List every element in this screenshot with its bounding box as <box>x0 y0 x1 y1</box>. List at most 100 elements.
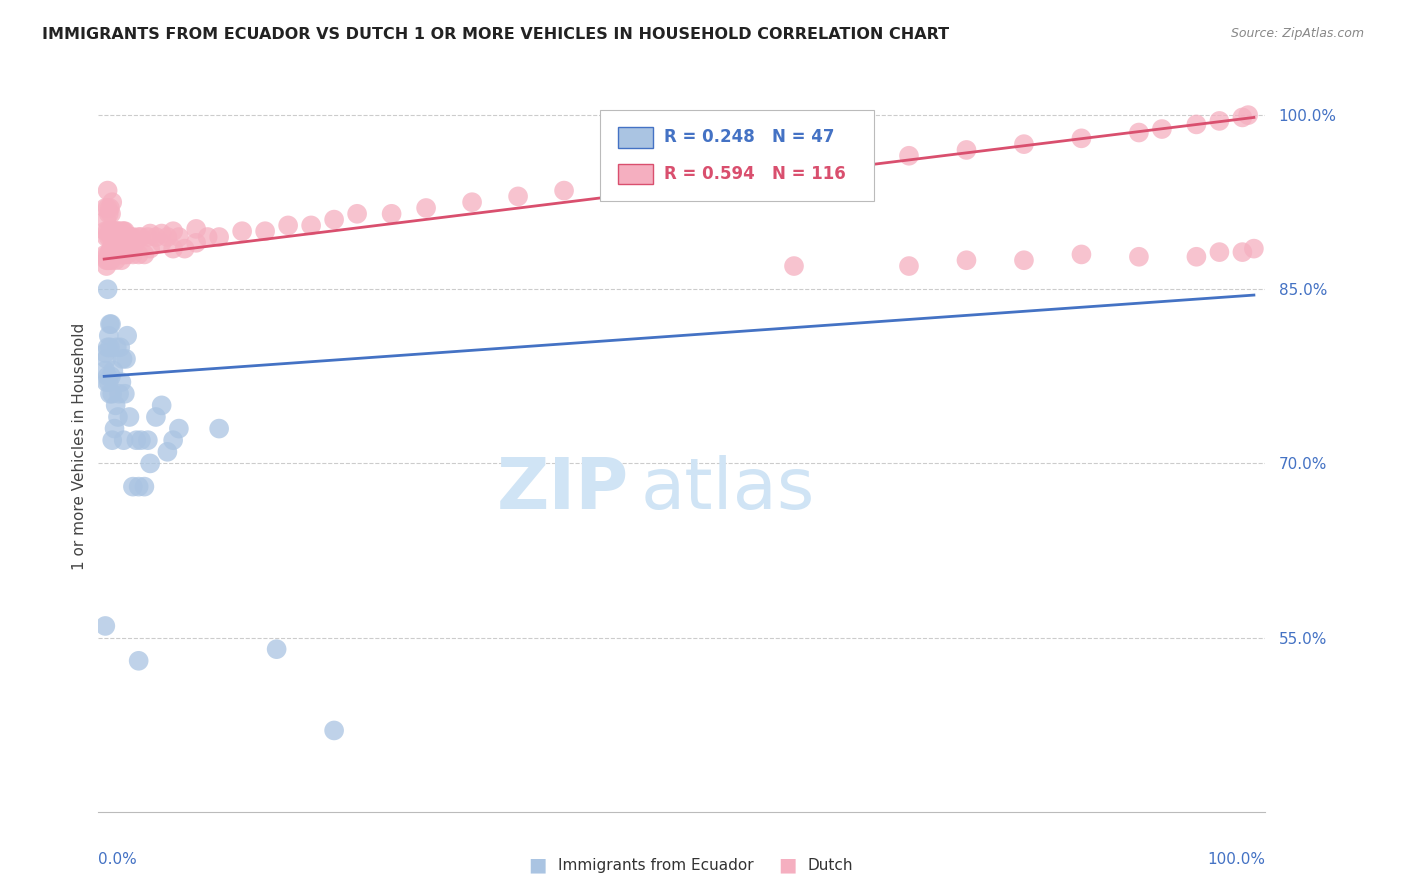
Point <box>110 375 132 389</box>
Point <box>94 619 117 633</box>
Point <box>129 433 152 447</box>
Point <box>97 230 120 244</box>
Point <box>110 253 132 268</box>
Point <box>1208 114 1230 128</box>
Point <box>104 398 127 412</box>
Point <box>115 234 138 248</box>
Point <box>167 230 190 244</box>
Point <box>156 230 179 244</box>
Point <box>110 242 132 256</box>
Point <box>97 253 120 268</box>
Point <box>783 259 806 273</box>
Point <box>97 253 120 268</box>
Point <box>94 247 117 261</box>
Point <box>115 351 138 366</box>
Point <box>103 224 125 238</box>
Point <box>898 149 921 163</box>
Point <box>97 340 120 354</box>
Point <box>100 253 122 268</box>
Point <box>101 386 124 401</box>
Point <box>139 242 162 256</box>
Point <box>266 642 288 657</box>
Point <box>955 253 977 268</box>
Point <box>96 351 118 366</box>
Text: ■: ■ <box>778 855 797 875</box>
Point <box>97 375 120 389</box>
Point <box>104 238 127 252</box>
Point <box>1185 250 1208 264</box>
Point <box>103 247 125 261</box>
Point <box>1128 250 1150 264</box>
Point <box>117 235 139 250</box>
Point <box>110 230 132 244</box>
Point <box>150 227 173 241</box>
Text: ZIP: ZIP <box>498 456 630 524</box>
Point <box>96 230 118 244</box>
Point <box>208 421 231 435</box>
Point <box>506 189 529 203</box>
Point <box>173 242 195 256</box>
Point <box>111 224 134 238</box>
Point <box>101 247 124 261</box>
Point <box>108 386 131 401</box>
Point <box>94 201 117 215</box>
Point <box>101 195 124 210</box>
Point <box>98 245 121 260</box>
Point <box>100 317 122 331</box>
Point <box>115 328 138 343</box>
Point <box>122 230 145 244</box>
Point <box>122 247 145 261</box>
Point <box>100 230 122 244</box>
Point <box>107 235 129 250</box>
Point <box>105 224 128 238</box>
Point <box>107 247 129 261</box>
Point <box>277 219 299 233</box>
Point <box>1070 247 1092 261</box>
Bar <box>617 163 652 184</box>
Point <box>98 201 121 215</box>
Point <box>104 253 127 268</box>
Y-axis label: 1 or more Vehicles in Household: 1 or more Vehicles in Household <box>72 322 87 570</box>
Point <box>98 340 121 354</box>
Point <box>150 398 173 412</box>
Point <box>415 201 437 215</box>
Point <box>118 409 141 424</box>
Point <box>103 224 125 238</box>
Text: ■: ■ <box>527 855 547 875</box>
Point <box>186 235 208 250</box>
Point <box>553 184 575 198</box>
Point <box>134 480 156 494</box>
Point <box>783 161 806 175</box>
Point <box>125 433 148 447</box>
Point <box>108 247 131 261</box>
Point <box>186 222 208 236</box>
Point <box>96 259 118 273</box>
Point <box>105 247 128 261</box>
Point <box>1237 108 1260 122</box>
Point <box>97 369 120 384</box>
Point <box>1185 117 1208 131</box>
Point <box>668 172 690 186</box>
Text: atlas: atlas <box>641 456 815 524</box>
Point <box>107 409 129 424</box>
Point <box>898 259 921 273</box>
Bar <box>617 127 652 147</box>
Point <box>94 346 117 360</box>
Text: Source: ZipAtlas.com: Source: ZipAtlas.com <box>1230 27 1364 40</box>
Point <box>725 166 748 180</box>
Point <box>97 201 120 215</box>
Point <box>145 230 167 244</box>
Point <box>1243 242 1265 256</box>
Point <box>110 234 132 248</box>
Point <box>118 242 141 256</box>
Point <box>115 242 138 256</box>
Point <box>145 409 167 424</box>
Point <box>254 224 277 238</box>
Point <box>841 154 863 169</box>
Point <box>100 207 122 221</box>
Point <box>461 195 484 210</box>
Point <box>162 224 184 238</box>
Point <box>111 247 134 261</box>
Point <box>105 340 128 354</box>
Point <box>381 207 404 221</box>
